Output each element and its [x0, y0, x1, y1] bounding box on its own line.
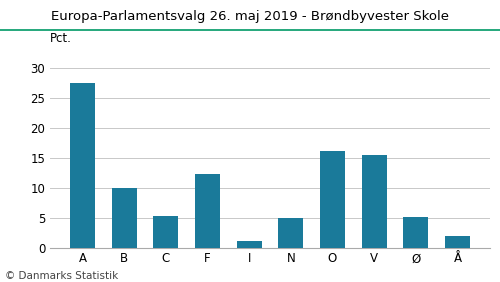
Bar: [112, 188, 136, 248]
Bar: [362, 155, 386, 248]
Bar: [404, 217, 428, 248]
Text: © Danmarks Statistik: © Danmarks Statistik: [5, 271, 118, 281]
Text: Pct.: Pct.: [50, 32, 72, 45]
Bar: [278, 218, 303, 248]
Bar: [70, 83, 95, 248]
Bar: [236, 241, 262, 248]
Bar: [154, 216, 178, 248]
Bar: [445, 236, 470, 248]
Bar: [320, 151, 345, 248]
Text: Europa-Parlamentsvalg 26. maj 2019 - Brøndbyvester Skole: Europa-Parlamentsvalg 26. maj 2019 - Brø…: [51, 10, 449, 23]
Bar: [195, 174, 220, 248]
